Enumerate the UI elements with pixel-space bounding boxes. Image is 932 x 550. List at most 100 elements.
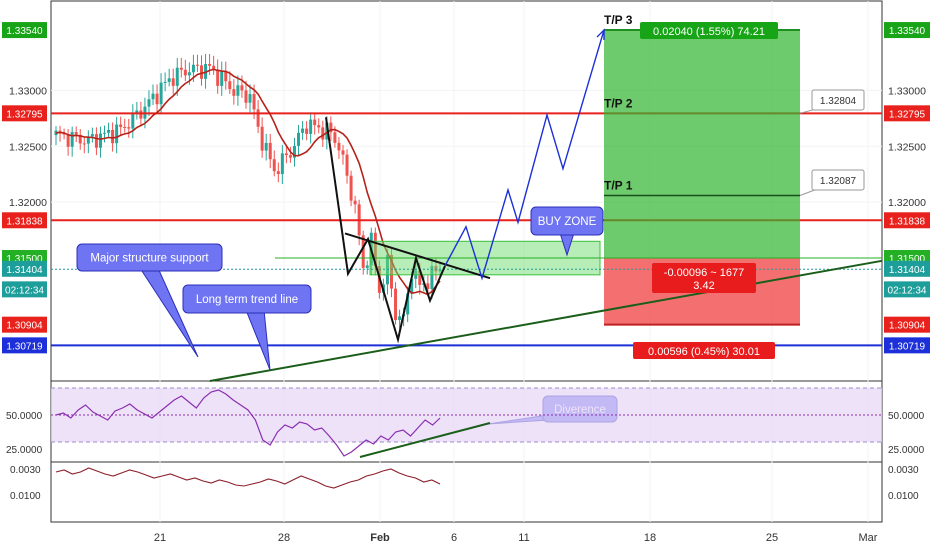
time-tick-label: 18 <box>644 532 656 544</box>
price-label-left-last <box>2 260 47 277</box>
candle-body <box>365 265 369 268</box>
candle-body <box>204 64 208 79</box>
risk-reward-label-box <box>652 263 756 293</box>
time-tick-label: 28 <box>278 532 290 544</box>
buy-zone-callout-box <box>530 206 604 236</box>
candle-body <box>94 134 98 148</box>
price-label-left-tp2 <box>2 105 47 122</box>
candle-body <box>98 133 102 148</box>
candle-body <box>349 175 353 201</box>
buy-zone-callout-text: BUY ZONE <box>538 216 597 228</box>
candle-body <box>406 293 410 315</box>
candle-body <box>127 127 131 129</box>
candle-body <box>175 67 179 86</box>
candle-body <box>337 142 341 151</box>
target-label: T/P 2 <box>604 96 633 110</box>
time-axis: 21 28 Feb 6 11 18 25 Mar <box>154 532 878 544</box>
candle-body <box>345 154 349 176</box>
price-label-right-countdown <box>884 281 930 298</box>
loss-label-box <box>633 342 775 359</box>
price-label-left-text: 02:12:34 <box>5 285 44 296</box>
price-label-left-sup <box>2 337 47 354</box>
candle-body <box>107 129 111 133</box>
time-tick-label: 6 <box>451 532 457 544</box>
candle-body <box>74 132 78 135</box>
candle-body <box>325 122 329 140</box>
trend-line-callout-text: Long term trend line <box>196 294 298 306</box>
price-label-left-text: 1.31500 <box>6 254 43 265</box>
price-label-right-sl <box>884 316 930 333</box>
candle-body <box>62 133 66 135</box>
price-label-right-text: 1.30904 <box>889 321 926 332</box>
descending-trendline <box>344 232 491 280</box>
candle-body <box>321 127 325 140</box>
moving-average-line <box>55 68 441 296</box>
major-support-callout-text: Major structure support <box>90 253 209 265</box>
rsi-tick-left: 50.0000 <box>6 411 43 422</box>
loss-label-text: 0.00596 (0.45%) 30.01 <box>648 346 760 358</box>
price-tick-left: 1.32500 <box>9 141 47 153</box>
price-label-right-text: 1.33540 <box>889 26 926 37</box>
long-term-trendline <box>209 259 883 382</box>
candle-body <box>341 150 345 155</box>
candle-body <box>66 134 70 147</box>
profit-label-box <box>640 22 778 39</box>
candle-body <box>268 142 272 160</box>
price-pattern-line <box>325 117 446 344</box>
price-label-right-res <box>884 212 930 229</box>
candle-body <box>119 124 123 127</box>
candle-body <box>361 235 365 268</box>
candle-body <box>147 99 151 107</box>
candle-body <box>159 82 163 105</box>
candle-body <box>430 265 434 289</box>
price-label-right-tp2 <box>884 105 930 122</box>
time-tick-label: 21 <box>154 532 166 544</box>
candle-body <box>264 142 268 151</box>
loss-label: 0.00596 (0.45%) 30.01 <box>633 342 775 359</box>
profit-label-text: 0.02040 (1.55%) 74.21 <box>653 26 765 38</box>
target-label: T/P 3 <box>604 13 633 27</box>
price-axes: 1.33000 1.33000 1.32500 1.32500 1.32000 1.320… <box>2 22 930 354</box>
candle-body <box>78 134 82 144</box>
candle-body <box>313 119 317 126</box>
price-label-right-text: 1.32795 <box>889 109 926 120</box>
candle-body <box>398 316 402 321</box>
price-label-right-tp3 <box>884 22 930 39</box>
time-tick-label: Feb <box>370 532 390 544</box>
candle-body <box>410 278 414 294</box>
projected-path-arrowhead <box>596 28 605 41</box>
time-tick-label: 11 <box>518 532 529 544</box>
candle-body <box>297 132 301 146</box>
candle-body <box>329 122 333 133</box>
risk-reward-label-text: 3.42 <box>693 280 714 292</box>
price-label-left-text: 1.32795 <box>6 109 43 120</box>
price-label-right-text: 1.31500 <box>889 254 926 265</box>
major-support-callout: Major structure support <box>76 243 223 358</box>
profit-zone <box>604 30 800 259</box>
candle-body <box>280 153 284 175</box>
price-label-right-text: 02:12:34 <box>888 285 927 296</box>
candle-body <box>292 145 296 158</box>
price-label-left-text: 1.30719 <box>6 341 43 352</box>
candle-body <box>284 153 288 156</box>
candle-body <box>163 81 167 83</box>
candle-body <box>309 119 313 134</box>
candle-body <box>90 134 94 137</box>
candle-body <box>179 67 183 70</box>
rsi-panel: 50.0000 50.0000 25.0000 25.0000 <box>6 387 925 458</box>
candle-body <box>82 143 86 145</box>
price-label-right-sup <box>884 337 930 354</box>
candle-body <box>256 109 260 127</box>
osc-tick-left: 0.0100 <box>10 491 41 502</box>
tp1_price-text: 1.32087 <box>820 176 857 187</box>
oscillator-panel: 0.0030 0.0030 0.0100 0.0100 <box>10 465 919 502</box>
price-tick-left: 1.32000 <box>9 197 47 209</box>
candle-body <box>276 171 280 175</box>
candle-body <box>301 128 305 133</box>
tp2_price-box <box>811 89 865 111</box>
candle-body <box>236 85 240 96</box>
candle-body <box>103 132 107 134</box>
major-support-callout-box <box>76 243 223 272</box>
